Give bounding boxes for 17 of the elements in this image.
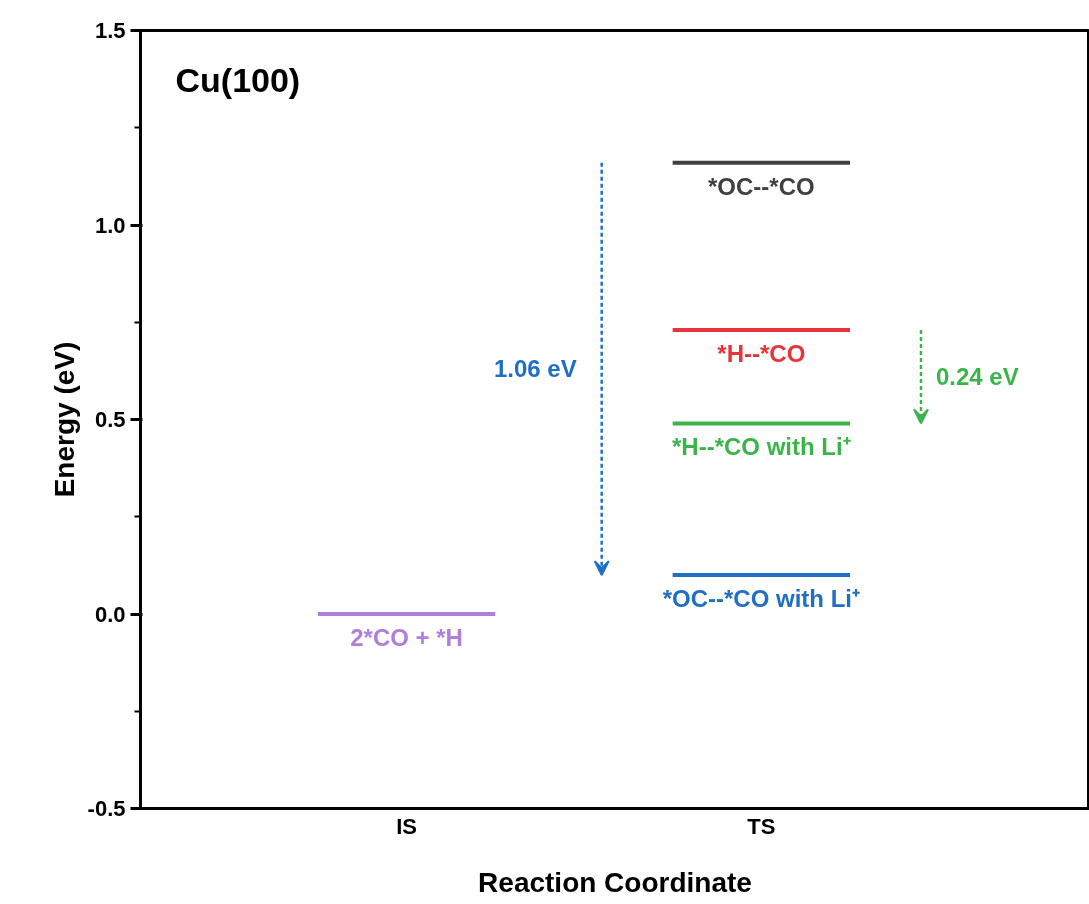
- y-axis-title: Energy (eV): [48, 341, 80, 498]
- series-label: *OC--*CO with Li⁺: [662, 585, 861, 613]
- series-label: *OC--*CO: [708, 172, 815, 200]
- y-tick-label: -0.5: [87, 796, 126, 821]
- text: Cu(100): [175, 60, 301, 99]
- y-tick-label: 0.0: [94, 601, 126, 627]
- series-label: 2*CO + *H: [350, 624, 463, 651]
- annotation: 1.06 eV: [493, 355, 577, 383]
- x-tick-label: TS: [747, 813, 776, 839]
- x-tick-label: IS: [396, 813, 417, 839]
- y-tick-label: 1.5: [94, 18, 126, 43]
- series-label: *H--*CO with Li⁺: [672, 433, 851, 461]
- y-tick-label: 0.5: [94, 407, 126, 432]
- text: 0.24 eV: [935, 363, 1019, 391]
- y-tick-label: 1.0: [94, 212, 126, 238]
- x-axis-title: Reaction Coordinate: [478, 866, 752, 898]
- series-label: *H--*CO: [717, 340, 806, 368]
